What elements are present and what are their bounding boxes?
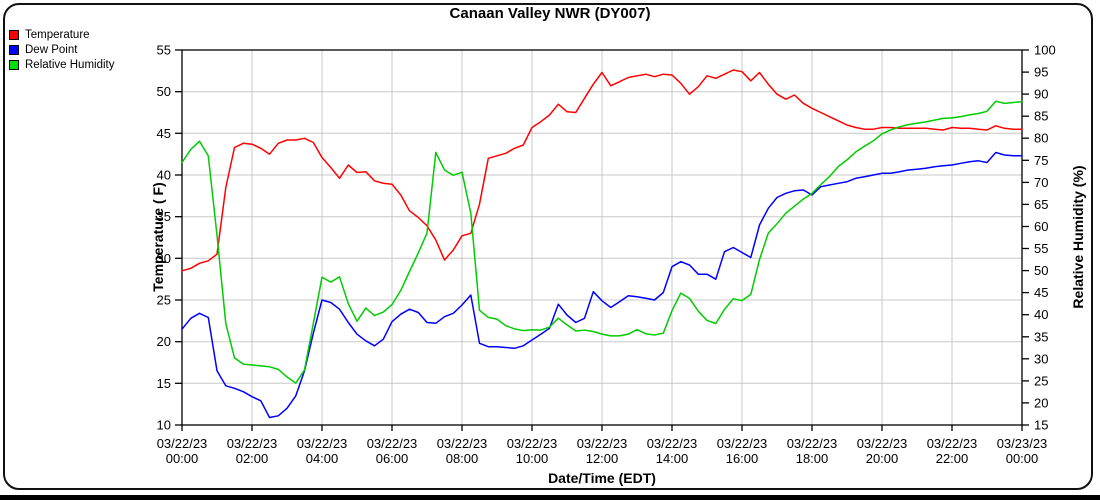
svg-text:40: 40 <box>1034 307 1048 322</box>
svg-text:03/22/23: 03/22/23 <box>157 436 208 451</box>
svg-text:14:00: 14:00 <box>656 451 689 466</box>
legend-item-relative-humidity: Relative Humidity <box>9 57 114 72</box>
svg-text:85: 85 <box>1034 109 1048 124</box>
svg-text:02:00: 02:00 <box>236 451 269 466</box>
svg-text:03/22/23: 03/22/23 <box>367 436 418 451</box>
svg-text:50: 50 <box>157 84 171 99</box>
legend-item-dew-point: Dew Point <box>9 42 114 57</box>
svg-text:65: 65 <box>1034 197 1048 212</box>
svg-text:95: 95 <box>1034 65 1048 80</box>
chart-title: Canaan Valley NWR (DY007) <box>449 5 651 22</box>
svg-text:12:00: 12:00 <box>586 451 619 466</box>
svg-text:15: 15 <box>1034 418 1048 433</box>
svg-text:15: 15 <box>157 376 171 391</box>
dew-point-swatch-icon <box>9 44 19 55</box>
svg-text:20:00: 20:00 <box>866 451 899 466</box>
svg-text:30: 30 <box>1034 351 1048 366</box>
x-axis-title: Date/Time (EDT) <box>548 470 656 486</box>
svg-text:50: 50 <box>1034 263 1048 278</box>
svg-text:80: 80 <box>1034 131 1048 146</box>
svg-text:30: 30 <box>157 251 171 266</box>
svg-text:22:00: 22:00 <box>936 451 969 466</box>
svg-text:03/22/23: 03/22/23 <box>577 436 628 451</box>
svg-text:20: 20 <box>157 334 171 349</box>
svg-text:03/22/23: 03/22/23 <box>787 436 838 451</box>
svg-text:45: 45 <box>157 126 171 141</box>
svg-text:04:00: 04:00 <box>306 451 339 466</box>
svg-text:75: 75 <box>1034 153 1048 168</box>
svg-text:35: 35 <box>1034 329 1048 344</box>
svg-text:03/22/23: 03/22/23 <box>927 436 978 451</box>
svg-text:03/22/23: 03/22/23 <box>437 436 488 451</box>
svg-text:90: 90 <box>1034 87 1048 102</box>
window-bottom-edge <box>0 495 1100 500</box>
svg-text:40: 40 <box>157 168 171 183</box>
svg-text:03/22/23: 03/22/23 <box>857 436 908 451</box>
svg-text:00:00: 00:00 <box>1006 451 1039 466</box>
svg-text:55: 55 <box>157 43 171 58</box>
svg-text:03/22/23: 03/22/23 <box>297 436 348 451</box>
svg-text:10:00: 10:00 <box>516 451 549 466</box>
legend-label-relative-humidity: Relative Humidity <box>25 58 115 71</box>
svg-text:100: 100 <box>1034 43 1056 58</box>
svg-text:25: 25 <box>157 293 171 308</box>
svg-text:20: 20 <box>1034 395 1048 410</box>
svg-text:55: 55 <box>1034 241 1048 256</box>
svg-text:06:00: 06:00 <box>376 451 409 466</box>
svg-text:35: 35 <box>157 209 171 224</box>
svg-text:10: 10 <box>157 418 171 433</box>
legend-label-temperature: Temperature <box>25 28 90 41</box>
svg-text:18:00: 18:00 <box>796 451 829 466</box>
temperature-swatch-icon <box>9 29 19 40</box>
svg-text:60: 60 <box>1034 219 1048 234</box>
legend-label-dew-point: Dew Point <box>25 43 78 56</box>
svg-text:00:00: 00:00 <box>166 451 199 466</box>
svg-text:03/22/23: 03/22/23 <box>647 436 698 451</box>
svg-text:25: 25 <box>1034 373 1048 388</box>
svg-text:08:00: 08:00 <box>446 451 479 466</box>
legend: Temperature Dew Point Relative Humidity <box>9 27 114 72</box>
svg-text:03/22/23: 03/22/23 <box>227 436 278 451</box>
svg-text:03/23/23: 03/23/23 <box>997 436 1048 451</box>
svg-text:03/22/23: 03/22/23 <box>507 436 558 451</box>
svg-text:70: 70 <box>1034 175 1048 190</box>
svg-text:45: 45 <box>1034 285 1048 300</box>
relative-humidity-swatch-icon <box>9 59 19 70</box>
svg-text:03/22/23: 03/22/23 <box>717 436 768 451</box>
svg-text:16:00: 16:00 <box>726 451 759 466</box>
legend-item-temperature: Temperature <box>9 27 114 42</box>
